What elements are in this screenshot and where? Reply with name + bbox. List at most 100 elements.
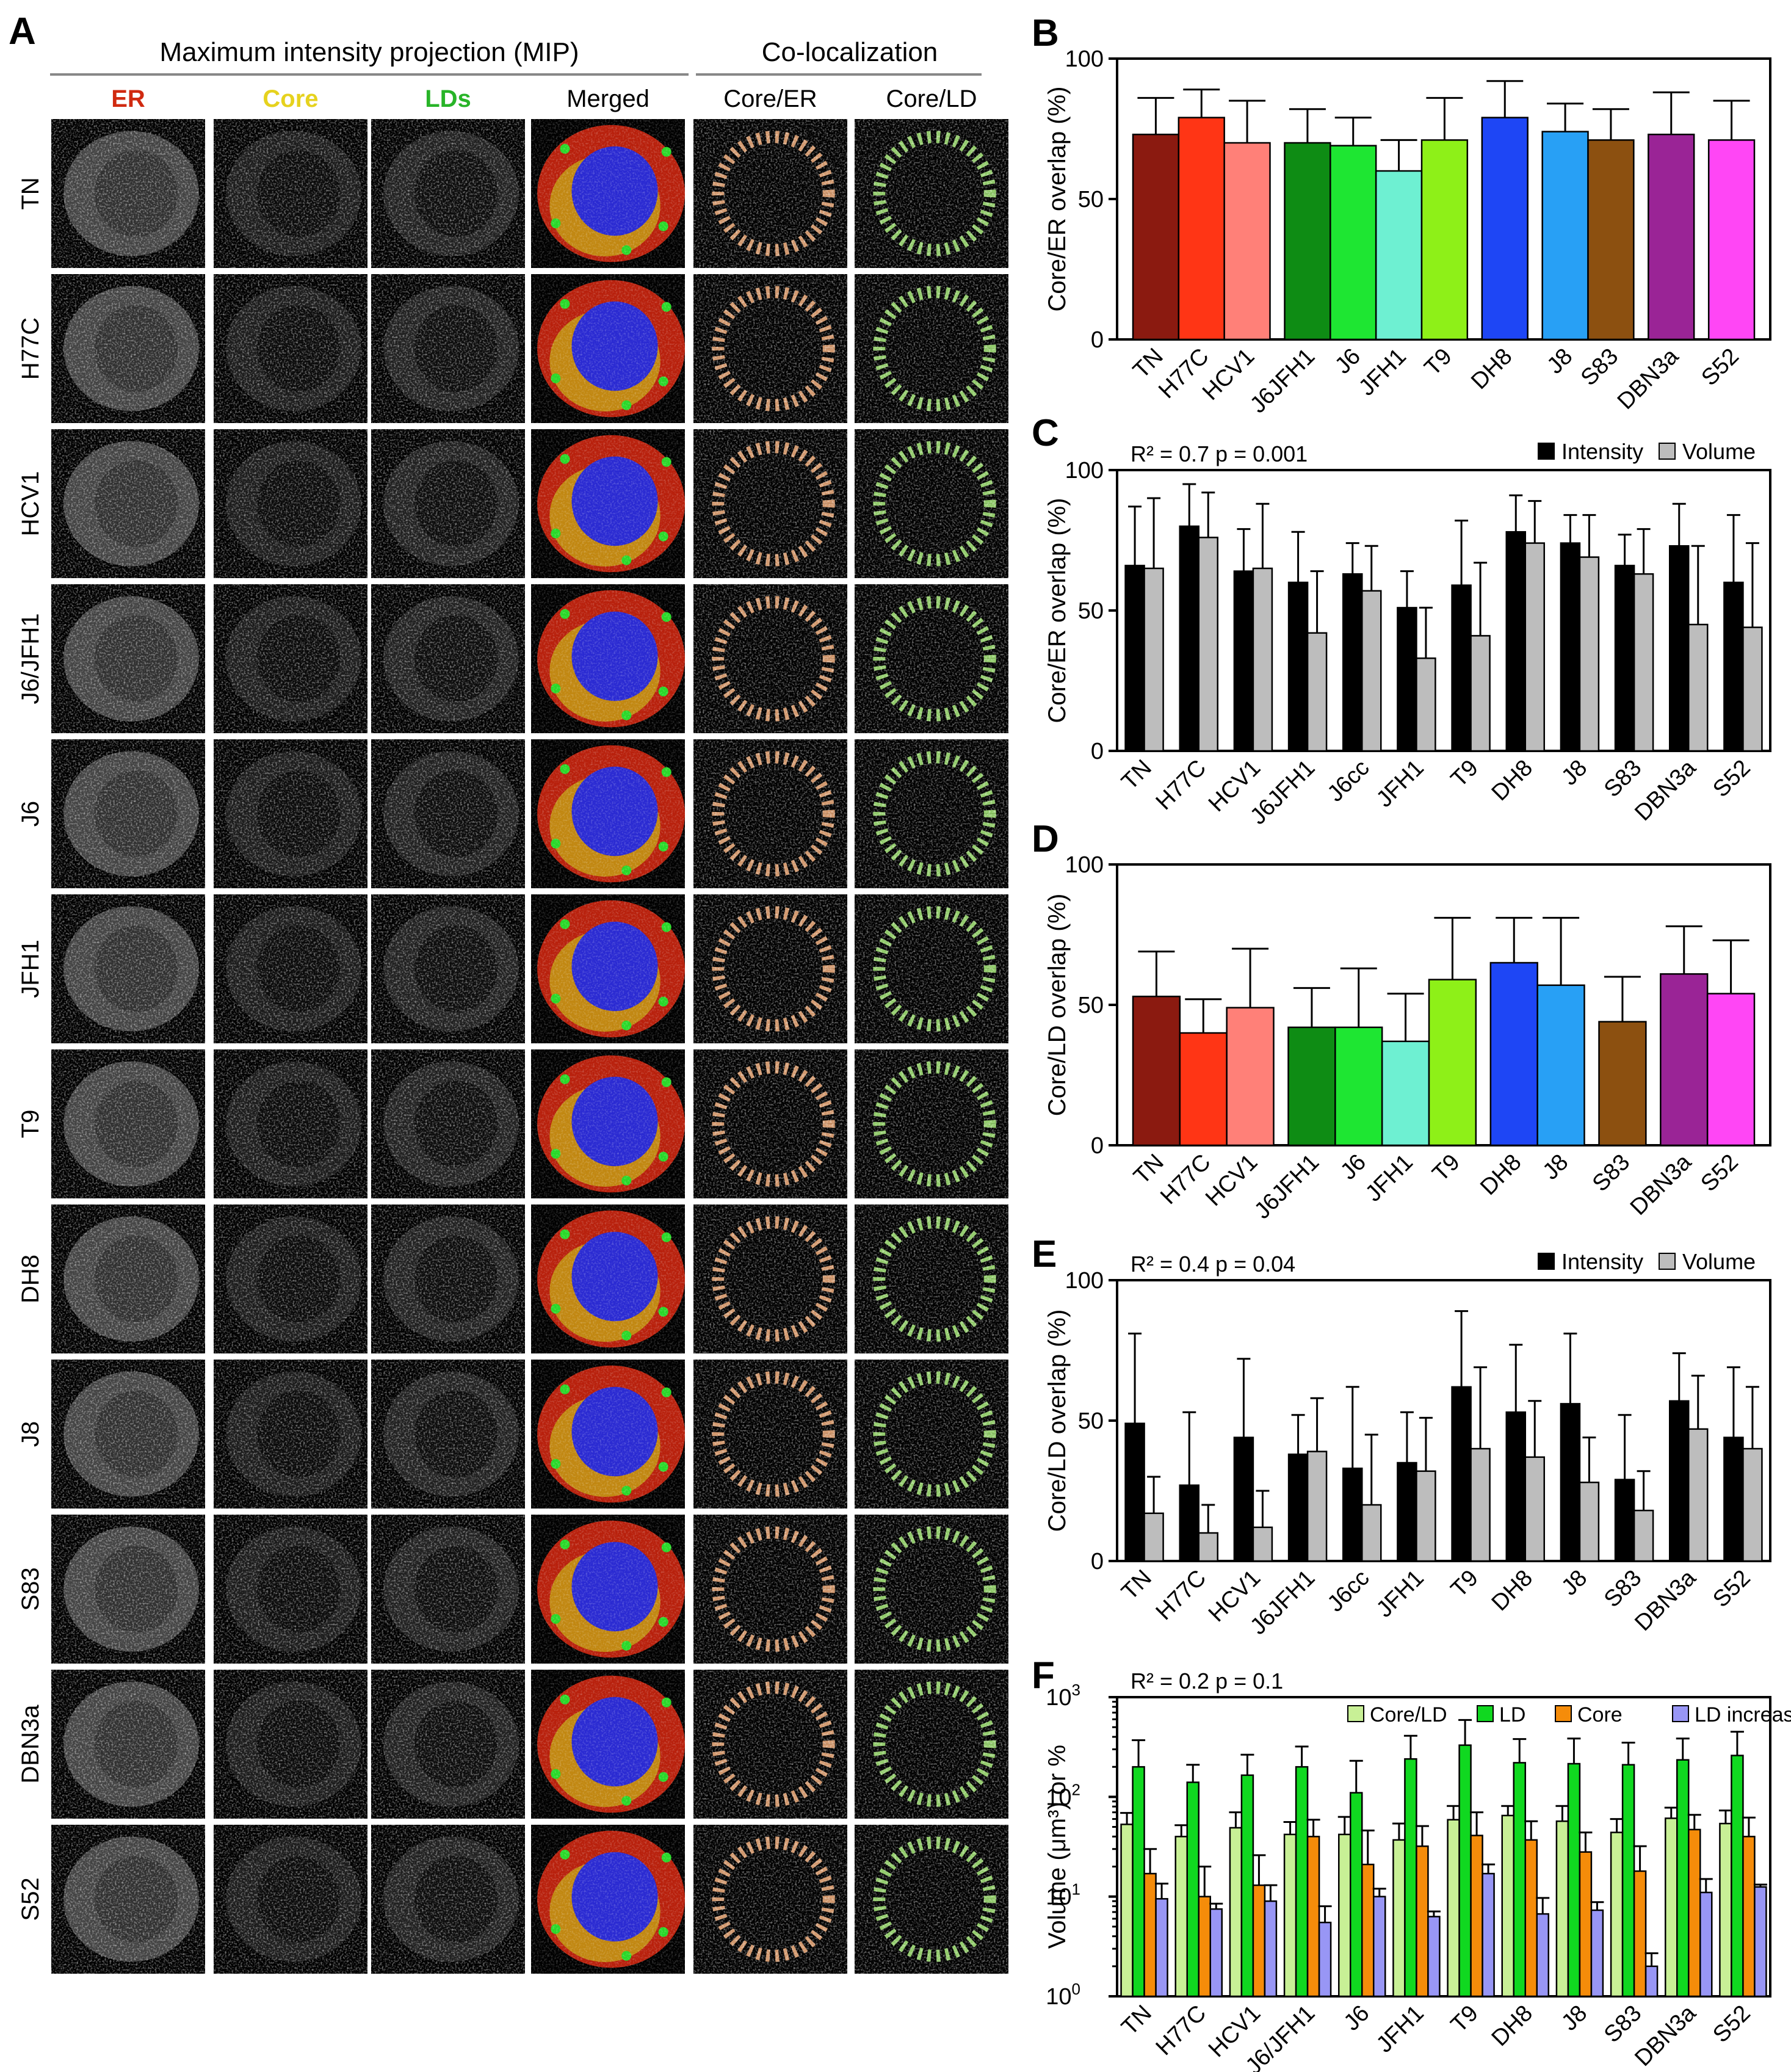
bar-c-1-6 [1470, 635, 1491, 752]
bar-c-1-7 [1524, 542, 1545, 752]
y-tick-label: 0 [1091, 1549, 1104, 1574]
x-tick-label: DBN3a [1630, 2000, 1701, 2071]
micrograph-5-5 [855, 894, 1008, 1043]
micrograph-6-0 [51, 1049, 205, 1198]
micrograph-texture [214, 429, 367, 578]
micrograph-9-4 [693, 1515, 847, 1664]
bar-f-1-0 [1132, 1766, 1145, 1998]
y-axis-label: Core/LD overlap (%) [1044, 894, 1071, 1117]
bar-f-2-1 [1198, 1896, 1211, 1998]
bar-b-0-0 [1132, 133, 1180, 341]
x-tick-label: J6 [1336, 1150, 1371, 1185]
micrograph-11-0 [51, 1825, 205, 1974]
bar-b-0-7 [1481, 117, 1529, 341]
micrograph-11-3 [531, 1825, 685, 1974]
micrograph-texture [371, 894, 525, 1043]
bar-c-1-1 [1198, 537, 1218, 752]
bar-f-3-3 [1318, 1921, 1332, 1998]
micrograph-6-3 [531, 1049, 685, 1198]
micrograph-texture [855, 1515, 1008, 1664]
y-tick-label: 100 [1065, 1268, 1104, 1294]
strain-label-11: S52 [17, 1877, 44, 1921]
legend-swatch [1659, 443, 1676, 460]
micrograph-10-4 [693, 1670, 847, 1819]
x-tick-label: S52 [1708, 1565, 1756, 1613]
micrograph-texture [214, 274, 367, 423]
x-tick-label: DH8 [1475, 1150, 1526, 1200]
micrograph-10-1 [214, 1670, 367, 1819]
x-tick-label: DBN3a [1626, 1149, 1697, 1220]
y-tick-label: 100 [1065, 458, 1104, 484]
bar-e-0-9 [1614, 1479, 1635, 1562]
bar-f-0-1 [1174, 1836, 1188, 1998]
micrograph-texture [371, 1360, 525, 1509]
panel-letter-d: D [1032, 818, 1059, 860]
bar-e-0-4 [1342, 1467, 1363, 1562]
legend-label: LD increase [1695, 1703, 1791, 1726]
legend-swatch [1347, 1705, 1364, 1722]
x-tick-label: T9 [1446, 1565, 1483, 1603]
micrograph-texture [51, 584, 205, 733]
bar-f-1-3 [1295, 1766, 1309, 1998]
micrograph-3-0 [51, 584, 205, 733]
bar-d-0-8 [1536, 984, 1585, 1146]
x-tick-label: S52 [1696, 344, 1744, 391]
micrograph-texture [51, 429, 205, 578]
micrograph-0-2 [371, 119, 525, 268]
micrograph-texture [214, 1825, 367, 1974]
bar-f-0-11 [1719, 1822, 1732, 1998]
y-tick-label: 0 [1091, 739, 1104, 764]
micrograph-9-1 [214, 1515, 367, 1664]
x-tick-label: S52 [1708, 2001, 1756, 2048]
bar-b-0-4 [1330, 145, 1377, 341]
bar-b-0-8 [1541, 131, 1589, 341]
bar-e-0-0 [1124, 1422, 1145, 1562]
micrograph-texture [214, 1515, 367, 1664]
bar-c-0-9 [1614, 565, 1635, 752]
micrograph-texture [51, 1825, 205, 1974]
stats-annotation: R² = 0.4 p = 0.04 [1131, 1252, 1295, 1277]
micrograph-2-5 [855, 429, 1008, 578]
micrograph-texture [693, 429, 847, 578]
y-tick-label: 100 [1046, 1980, 1080, 2010]
bar-c-0-3 [1287, 581, 1309, 752]
micrograph-texture [214, 1360, 367, 1509]
micrograph-texture [693, 584, 847, 733]
micrograph-6-2 [371, 1049, 525, 1198]
bar-f-0-9 [1610, 1831, 1624, 1998]
y-tick-label: 103 [1046, 1681, 1080, 1711]
micrograph-texture [214, 894, 367, 1043]
bar-f-3-11 [1754, 1886, 1767, 1998]
legend-label: Volume [1682, 439, 1756, 464]
x-tick-label: JFH1 [1372, 755, 1429, 813]
micrograph-10-5 [855, 1670, 1008, 1819]
bar-e-1-6 [1470, 1447, 1491, 1562]
micrograph-2-4 [693, 429, 847, 578]
x-tick-label: H77C [1156, 1150, 1215, 1209]
bar-e-0-2 [1233, 1436, 1254, 1562]
bar-e-0-3 [1287, 1453, 1309, 1562]
bar-f-0-10 [1665, 1817, 1678, 1998]
x-tick-label: TN [1116, 755, 1157, 795]
x-tick-label: H77C [1151, 1565, 1211, 1625]
micrograph-1-4 [693, 274, 847, 423]
bar-f-2-9 [1633, 1870, 1647, 1998]
micrograph-texture [855, 274, 1008, 423]
bar-f-0-2 [1229, 1827, 1243, 1998]
stats-annotation: R² = 0.2 p = 0.1 [1131, 1668, 1283, 1693]
micrograph-texture [531, 274, 685, 423]
x-tick-label: J8 [1557, 755, 1592, 791]
x-tick-label: J8 [1538, 1150, 1573, 1185]
bar-e-1-4 [1361, 1504, 1382, 1562]
micrograph-texture [693, 1360, 847, 1509]
y-tick-base: 10 [1046, 1984, 1071, 2010]
legend-swatch [1672, 1705, 1689, 1722]
micrograph-texture [371, 584, 525, 733]
bar-b-0-9 [1587, 139, 1635, 341]
bar-c-0-1 [1179, 525, 1199, 752]
legend: Core/LD LD Core LD increase [1347, 1703, 1791, 1726]
micrograph-8-0 [51, 1360, 205, 1509]
plot-frame [1116, 1696, 1771, 1998]
